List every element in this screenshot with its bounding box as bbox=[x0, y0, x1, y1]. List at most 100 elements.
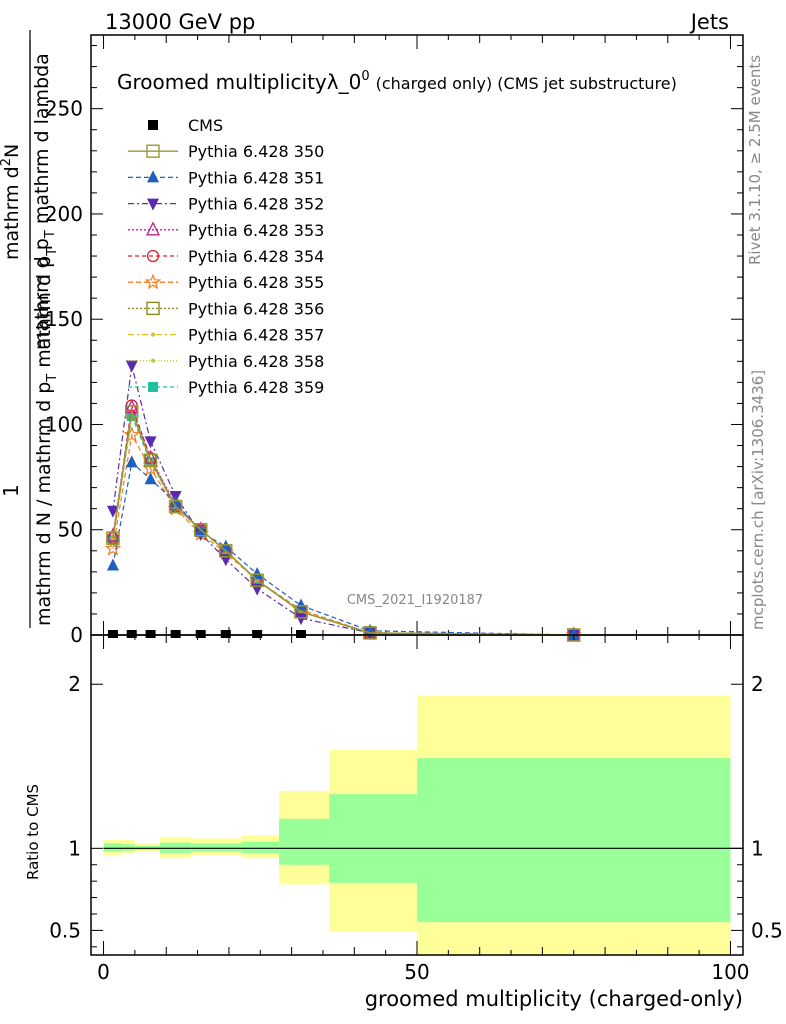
x-axis-label: groomed multiplicity (charged-only) bbox=[365, 987, 743, 1011]
uncertainty-band-stat bbox=[191, 843, 242, 852]
series-line bbox=[112, 365, 574, 636]
legend-marker bbox=[147, 170, 159, 183]
legend-marker bbox=[148, 382, 158, 392]
series-356 bbox=[106, 405, 581, 642]
uncertainty-band-stat bbox=[122, 844, 135, 851]
legend-entry: Pythia 6.428 356 bbox=[128, 299, 324, 318]
uncertainty-band-stat bbox=[329, 794, 417, 883]
data-point bbox=[567, 628, 580, 640]
x-tick-label: 100 bbox=[711, 960, 749, 984]
data-point bbox=[106, 531, 120, 545]
series-355 bbox=[104, 426, 583, 643]
data-point bbox=[168, 499, 183, 514]
legend-entry: CMS bbox=[148, 116, 223, 135]
legend-label: Pythia 6.428 355 bbox=[188, 273, 324, 292]
data-point bbox=[219, 544, 233, 558]
cms-data-point bbox=[195, 630, 206, 638]
legend-marker bbox=[147, 198, 159, 211]
ratio-ticks: 0.5 0.5 1 1 2 2 0 50 100 bbox=[49, 635, 783, 984]
data-point bbox=[123, 426, 141, 443]
ratio-tick-label-left: 2 bbox=[68, 672, 81, 696]
data-point bbox=[144, 436, 157, 449]
energy-label: 13000 GeV pp bbox=[105, 10, 255, 34]
data-point bbox=[106, 558, 119, 571]
series-line bbox=[112, 405, 574, 636]
data-point bbox=[125, 455, 138, 468]
legend-label: Pythia 6.428 354 bbox=[188, 247, 324, 266]
y-tick-label: 50 bbox=[58, 518, 83, 542]
legend-marker bbox=[146, 301, 160, 316]
series-line bbox=[112, 407, 574, 636]
cms-data-point bbox=[220, 630, 231, 638]
ratio-tick-label-left: 0.5 bbox=[49, 918, 81, 942]
main-y-label: 1 mathrm d N / mathrm d pT mathrm d pT m… bbox=[0, 30, 60, 628]
ratio-tick-label-left: 1 bbox=[68, 836, 81, 860]
ylabel-rhs-denominator: mathrm d pT mathrm d lambda bbox=[31, 53, 58, 350]
ylabel-rhs-numerator: mathrm d2N bbox=[0, 144, 23, 260]
legend-marker bbox=[151, 358, 155, 363]
series-353 bbox=[105, 399, 581, 641]
data-point bbox=[105, 527, 120, 542]
data-point bbox=[143, 453, 158, 467]
cms-data-point bbox=[252, 630, 263, 638]
cms-data-point bbox=[126, 630, 137, 638]
data-point bbox=[250, 573, 264, 587]
legend-label: Pythia 6.428 358 bbox=[188, 352, 324, 371]
legend-entry: Pythia 6.428 353 bbox=[128, 221, 324, 240]
ratio-tick-label-right: 1 bbox=[751, 836, 764, 860]
series-cms bbox=[107, 630, 307, 638]
main-y-ticks: 0 50 100 150 200 250 bbox=[45, 35, 743, 647]
title-superscript: 0 bbox=[361, 69, 369, 84]
legend-marker bbox=[144, 273, 162, 290]
series-line bbox=[112, 461, 574, 636]
legend-entry: Pythia 6.428 351 bbox=[128, 168, 324, 187]
ylabel-numerator: 1 bbox=[0, 484, 23, 497]
cms-data-point bbox=[170, 630, 181, 638]
cms-data-point bbox=[145, 630, 156, 638]
legend-label: Pythia 6.428 356 bbox=[188, 299, 324, 318]
ratio-tick-label-right: 2 bbox=[751, 672, 764, 696]
legend-label: Pythia 6.428 350 bbox=[188, 142, 324, 161]
analysis-watermark: CMS_2021_I1920187 bbox=[347, 593, 483, 608]
y-tick-label: 150 bbox=[45, 307, 83, 331]
uncertainty-band-stat bbox=[103, 843, 123, 852]
title-suffix: (charged only) (CMS jet substructure) bbox=[376, 74, 677, 93]
series-354 bbox=[106, 399, 580, 642]
series-line bbox=[112, 413, 574, 636]
plot-title: Groomed multiplicityλ_00 (charged only) (… bbox=[117, 69, 677, 94]
series-350 bbox=[106, 405, 581, 642]
data-point bbox=[294, 605, 308, 619]
legend-entry: Pythia 6.428 358 bbox=[128, 352, 324, 371]
series-line bbox=[112, 433, 574, 636]
legend-label: Pythia 6.428 359 bbox=[188, 378, 324, 397]
cms-data-point bbox=[296, 630, 307, 638]
ylabel-denominator: mathrm d N / mathrm d pT mathrm d pT bbox=[33, 248, 60, 626]
series-line bbox=[112, 409, 574, 636]
series-359 bbox=[107, 411, 579, 640]
legend-label: CMS bbox=[188, 116, 223, 135]
main-plot-area bbox=[104, 360, 583, 643]
legend-label: Pythia 6.428 357 bbox=[188, 326, 324, 345]
y-tick-label: 0 bbox=[70, 623, 83, 647]
uncertainty-band-stat bbox=[241, 841, 280, 854]
legend-entry: Pythia 6.428 355 bbox=[128, 273, 324, 292]
ratio-tick-label-right: 0.5 bbox=[751, 918, 783, 942]
ratio-y-label: Ratio to CMS bbox=[24, 784, 42, 880]
rivet-label: Rivet 3.1.10, ≥ 2.5M events bbox=[746, 55, 764, 265]
legend-label: Pythia 6.428 353 bbox=[188, 221, 324, 240]
series-358 bbox=[110, 409, 576, 637]
series-351 bbox=[106, 455, 580, 640]
cms-data-point bbox=[107, 630, 118, 638]
data-point bbox=[295, 598, 308, 611]
legend-entry: Pythia 6.428 350 bbox=[128, 142, 324, 161]
uncertainty-band-stat bbox=[279, 818, 330, 865]
title-main: Groomed multiplicityλ_0 bbox=[117, 70, 361, 94]
data-point bbox=[363, 626, 377, 640]
legend-marker bbox=[151, 332, 155, 337]
ratio-bands bbox=[103, 695, 743, 955]
y-tick-label: 200 bbox=[45, 202, 83, 226]
x-tick-label: 0 bbox=[97, 960, 110, 984]
data-point bbox=[251, 566, 264, 579]
data-point bbox=[219, 554, 232, 567]
category-label: Jets bbox=[689, 10, 729, 34]
